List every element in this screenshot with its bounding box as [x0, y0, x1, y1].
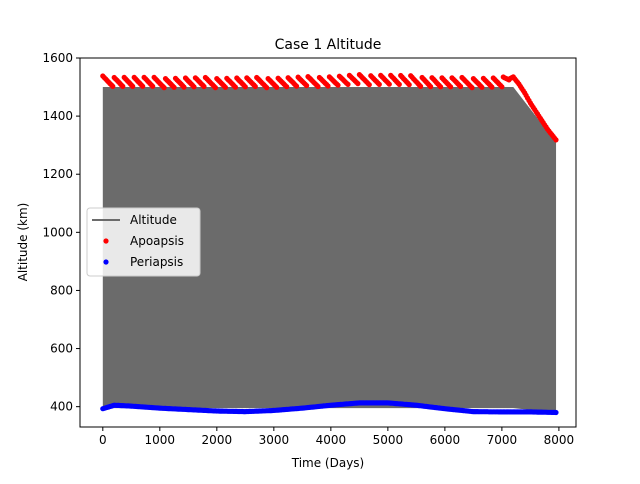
apoapsis-point — [274, 84, 280, 90]
x-tick-label: 5000 — [373, 433, 404, 447]
altitude-band — [102, 87, 557, 413]
periapsis-point — [553, 409, 559, 416]
apoapsis-point — [110, 83, 116, 89]
x-tick-label: 8000 — [544, 433, 575, 447]
apoapsis-point — [191, 84, 197, 90]
y-axis-label: Altitude (km) — [16, 203, 30, 282]
apoapsis-point — [171, 84, 177, 90]
apoapsis-point — [181, 84, 187, 90]
apoapsis-point — [499, 84, 505, 90]
x-tick-label: 3000 — [259, 433, 290, 447]
apoapsis-point — [406, 82, 412, 88]
periapsis-series — [100, 400, 559, 416]
apoapsis-point — [284, 84, 290, 90]
apoapsis-point — [428, 84, 434, 90]
legend-label: Altitude — [130, 213, 177, 227]
y-tick-label: 1400 — [42, 109, 73, 123]
apoapsis-point — [315, 83, 321, 90]
apoapsis-point — [150, 83, 156, 89]
y-tick-label: 1000 — [42, 225, 73, 239]
x-tick-label: 6000 — [430, 433, 461, 447]
y-tick-label: 1200 — [42, 167, 73, 181]
apoapsis-point — [161, 85, 167, 91]
apoapsis-point — [345, 81, 351, 87]
apoapsis-point — [489, 84, 495, 90]
axes-frame — [79, 57, 577, 428]
apoapsis-point — [304, 83, 310, 89]
legend: Altitude Apoapsis Periapsis — [86, 207, 201, 277]
apoapsis-point — [201, 83, 207, 90]
apoapsis-point — [130, 83, 136, 89]
apoapsis-series — [100, 72, 559, 143]
apoapsis-point — [418, 83, 424, 89]
y-tick-label: 400 — [50, 400, 73, 414]
legend-swatch-dot — [103, 259, 109, 265]
apoapsis-point — [479, 84, 485, 90]
apoapsis-point — [396, 81, 402, 87]
apoapsis-point — [458, 83, 464, 90]
legend-label: Periapsis — [130, 255, 183, 269]
apoapsis-point — [222, 84, 228, 90]
y-tick-label: 600 — [50, 342, 73, 356]
apoapsis-point — [140, 83, 146, 89]
x-tick-label: 2000 — [202, 433, 233, 447]
apoapsis-point — [325, 83, 331, 89]
apoapsis-point — [252, 83, 258, 90]
x-tick-label: 4000 — [316, 433, 347, 447]
apoapsis-point — [386, 81, 392, 87]
x-axis: 0 1000 2000 3000 4000 5000 6000 7000 8000 — [99, 427, 574, 447]
apoapsis-point — [438, 84, 444, 90]
apoapsis-point — [212, 85, 218, 91]
apoapsis-point — [376, 81, 382, 87]
apoapsis-point — [469, 85, 475, 91]
apoapsis-point — [232, 84, 238, 90]
legend-label: Apoapsis — [130, 234, 184, 248]
x-tick-label: 0 — [99, 433, 107, 447]
plot-area — [100, 72, 559, 416]
apoapsis-point — [366, 82, 372, 88]
apoapsis-point — [355, 81, 361, 87]
x-tick-label: 7000 — [487, 433, 518, 447]
apoapsis-point — [553, 137, 559, 143]
x-axis-label: Time (Days) — [291, 456, 365, 470]
apoapsis-point — [294, 83, 300, 89]
legend-swatch-dot — [103, 238, 109, 244]
apoapsis-point — [264, 85, 270, 91]
apoapsis-point — [448, 84, 454, 90]
legend-box — [86, 207, 201, 277]
apoapsis-point — [335, 82, 341, 88]
x-tick-label: 1000 — [145, 433, 176, 447]
y-tick-label: 800 — [50, 283, 73, 297]
y-axis: 400 600 800 1000 1200 1400 1600 — [42, 51, 80, 414]
chart-title: Case 1 Altitude — [275, 37, 382, 53]
y-tick-label: 1600 — [42, 51, 73, 65]
apoapsis-point — [242, 84, 248, 90]
apoapsis-point — [120, 83, 126, 89]
